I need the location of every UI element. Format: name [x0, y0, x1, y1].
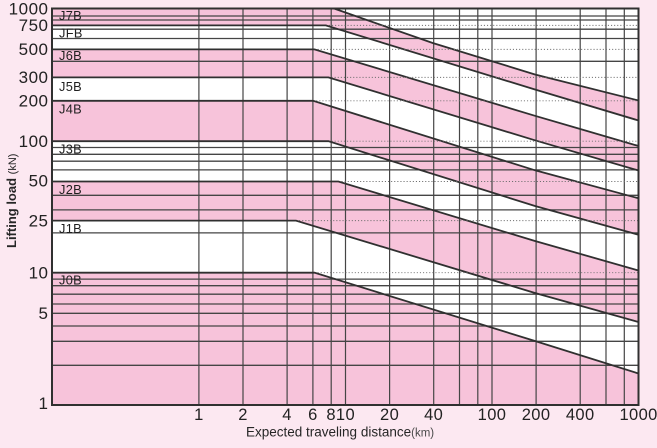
svg-text:J6B: J6B: [59, 48, 82, 63]
svg-text:300: 300: [19, 68, 49, 87]
svg-text:10: 10: [336, 406, 355, 424]
svg-text:J5B: J5B: [59, 79, 82, 94]
svg-text:Lifting load (kN): Lifting load (kN): [4, 154, 19, 248]
svg-text:40: 40: [424, 406, 443, 424]
svg-text:J2B: J2B: [59, 182, 82, 197]
svg-text:750: 750: [19, 16, 49, 35]
svg-text:JFB: JFB: [59, 25, 83, 40]
svg-text:10: 10: [29, 264, 49, 283]
svg-text:1: 1: [39, 394, 49, 413]
svg-text:J3B: J3B: [59, 142, 82, 157]
svg-text:400: 400: [566, 406, 595, 424]
svg-text:J0B: J0B: [59, 273, 82, 288]
svg-text:2: 2: [238, 406, 248, 424]
svg-text:1000: 1000: [9, 0, 49, 18]
svg-text:25: 25: [29, 211, 49, 230]
svg-text:500: 500: [19, 40, 49, 59]
svg-text:8: 8: [326, 406, 336, 424]
svg-text:Expected traveling distance(km: Expected traveling distance(km): [246, 425, 434, 440]
svg-text:5: 5: [39, 304, 49, 323]
svg-text:200: 200: [19, 92, 49, 111]
svg-text:100: 100: [478, 406, 507, 424]
svg-text:50: 50: [29, 171, 49, 190]
svg-text:J1B: J1B: [59, 221, 82, 236]
svg-text:200: 200: [522, 406, 551, 424]
svg-text:1: 1: [194, 406, 204, 424]
svg-text:J7B: J7B: [59, 8, 82, 23]
svg-text:4: 4: [282, 406, 292, 424]
svg-text:6: 6: [308, 406, 318, 424]
svg-text:J4B: J4B: [59, 102, 82, 117]
svg-text:100: 100: [19, 132, 49, 151]
svg-text:1000: 1000: [619, 406, 657, 424]
svg-text:20: 20: [380, 406, 399, 424]
